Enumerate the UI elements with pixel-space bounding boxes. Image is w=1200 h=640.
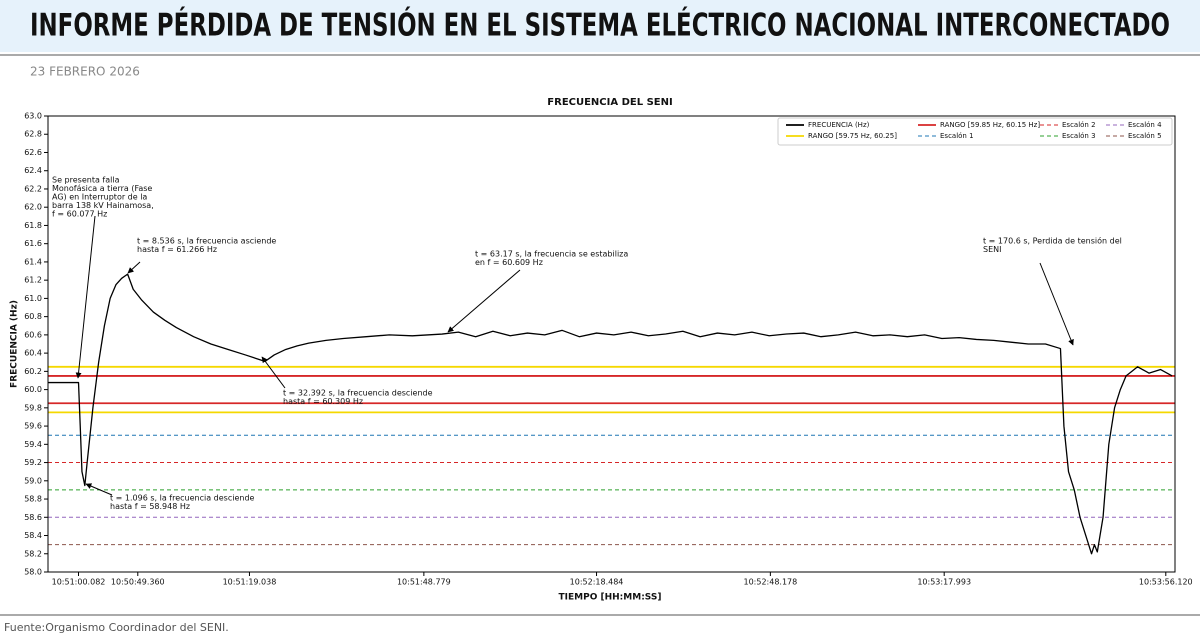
- y-tick-label: 59.4: [24, 440, 42, 449]
- y-tick-label: 60.2: [24, 367, 42, 376]
- x-tick-label: 10:51:19.038: [223, 578, 277, 587]
- legend-label: RANGO [59.75 Hz, 60.25]: [808, 132, 897, 140]
- header-band: [0, 0, 1200, 52]
- x-tick-label: 10:50:49.360: [111, 578, 165, 587]
- legend-label: Escalón 2: [1062, 121, 1096, 129]
- annotation: t = 32.392 s, la frecuencia desciende: [283, 389, 433, 398]
- annotation-arrow: [75, 215, 96, 379]
- y-tick-label: 62.0: [24, 203, 42, 212]
- y-tick-label: 59.6: [24, 422, 42, 431]
- annotation: t = 1.096 s, la frecuencia desciende: [110, 494, 255, 503]
- plot-frame: [47, 115, 1176, 573]
- legend-label: Escalón 5: [1128, 132, 1162, 140]
- y-tick-label: 62.8: [24, 130, 42, 139]
- x-tick-label: 10:53:56.120: [1139, 578, 1193, 587]
- annotation-arrow: [85, 483, 113, 496]
- annotation: f = 60.077 Hz: [52, 210, 107, 219]
- y-tick-label: 58.4: [24, 531, 42, 540]
- chart-title: FRECUENCIA DEL SENI: [547, 97, 672, 108]
- y-tick-label: 61.8: [24, 221, 42, 230]
- source: Fuente:Organismo Coordinador del SENI.: [4, 621, 229, 634]
- y-tick-label: 63.0: [24, 112, 42, 121]
- x-tick-label: 10:51:00.082: [52, 578, 106, 587]
- y-tick-label: 60.8: [24, 312, 42, 321]
- y-tick-label: 61.4: [24, 257, 42, 266]
- y-tick-label: 58.0: [24, 568, 42, 577]
- annotation-arrow: [127, 261, 141, 274]
- annotation-arrow: [1039, 262, 1074, 346]
- annotation: hasta f = 60.309 Hz: [283, 397, 363, 406]
- legend-box: [777, 117, 1173, 146]
- legend-label: FRECUENCIA (Hz): [808, 121, 870, 129]
- annotation: t = 63.17 s, la frecuencia se estabiliza: [475, 250, 628, 259]
- annotation: t = 8.536 s, la frecuencia asciende: [137, 237, 276, 246]
- annotation-arrow: [261, 356, 286, 389]
- y-tick-label: 59.2: [24, 458, 42, 467]
- x-axis-label: TIEMPO [HH:MM:SS]: [559, 593, 662, 603]
- plot: 58.0 58.2 58.4 58.6 58.8 59.0 59.2 59.4 59.6 59.8…: [24, 112, 1192, 587]
- y-tick-label: 58.6: [24, 513, 42, 522]
- legend-label: Escalón 4: [1128, 121, 1162, 129]
- annotation: t = 170.6 s, Perdida de tensión del: [983, 236, 1122, 246]
- y-tick-label: 58.8: [24, 495, 42, 504]
- annotation: Monofásica a tierra (Fase: [52, 184, 152, 193]
- y-tick-label: 60.6: [24, 330, 42, 339]
- y-tick-label: 62.2: [24, 184, 42, 193]
- y-tick-label: 60.0: [24, 385, 42, 394]
- page-title: INFORME PÉRDIDA DE TENSIÓN EN EL SISTEMA…: [30, 7, 1170, 44]
- y-tick-label: 60.4: [24, 349, 42, 358]
- annotation: barra 138 kV Hainamosa,: [52, 201, 154, 210]
- x-tick-label: 10:52:18.484: [570, 578, 624, 587]
- annotation: Se presenta falla: [52, 176, 120, 185]
- annotation: AG) en Interruptor de la: [52, 193, 147, 202]
- annotation: en f = 60.609 Hz: [475, 258, 543, 267]
- legend-label: Escalón 3: [1062, 132, 1096, 140]
- x-tick-label: 10:53:17.993: [917, 578, 971, 587]
- y-tick-label: 61.2: [24, 276, 42, 285]
- y-tick-label: 59.0: [24, 476, 42, 485]
- y-tick-label: 58.2: [24, 549, 42, 558]
- y-tick-label: 62.6: [24, 148, 42, 157]
- legend-label: Escalón 1: [940, 132, 974, 140]
- frequency-line: [48, 273, 1173, 555]
- y-tick-label: 61.6: [24, 239, 42, 248]
- legend-label: RANGO [59.85 Hz, 60.15 Hz]: [940, 121, 1040, 129]
- x-tick-label: 10:52:48.178: [743, 578, 797, 587]
- annotation-arrow: [447, 269, 521, 333]
- x-tick-label: 10:51:48.779: [397, 578, 451, 587]
- annotation: hasta f = 58.948 Hz: [110, 502, 190, 511]
- annotation: hasta f = 61.266 Hz: [137, 245, 217, 254]
- y-tick-label: 59.8: [24, 403, 42, 412]
- y-axis-label: FRECUENCIA (Hz): [10, 300, 20, 388]
- annotation: SENI: [983, 245, 1001, 254]
- date: 23 FEBRERO 2026: [30, 65, 140, 79]
- y-tick-label: 61.0: [24, 294, 42, 303]
- y-tick-label: 62.4: [24, 166, 42, 175]
